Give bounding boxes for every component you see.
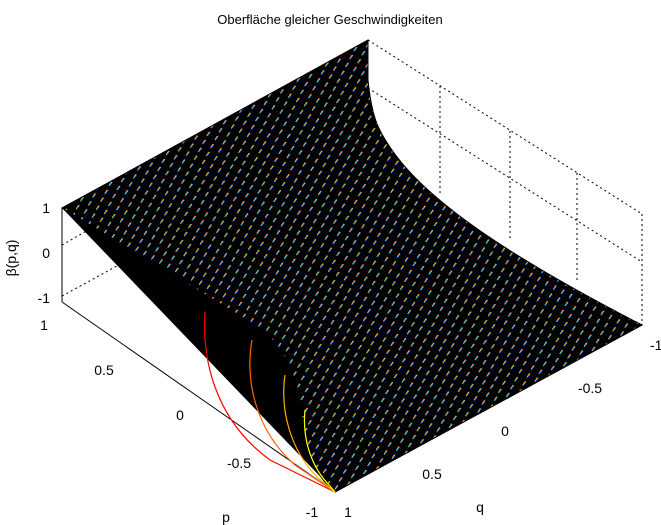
q-tick-label: 0 [501, 423, 509, 439]
back-wall-top-edge [367, 39, 643, 215]
p-tick-label: 1 [40, 317, 48, 333]
grid-h-right-mid [367, 87, 643, 263]
q-ticks: 1 0.5 0 -0.5 -1 [344, 337, 661, 520]
contour-line-1 [204, 311, 336, 493]
q-tick-label: -1 [650, 337, 661, 353]
contour-line-4 [303, 409, 336, 493]
contour-line-2 [249, 339, 336, 493]
z-tick-label: 1 [42, 200, 50, 216]
z-tick-label: -1 [38, 290, 51, 306]
q-tick-label: 1 [344, 504, 352, 520]
q-tick-label: -0.5 [578, 380, 602, 396]
z-axis-label: β(p,q) [3, 240, 19, 277]
surface-curved-front [62, 208, 335, 492]
contour-lines [204, 311, 336, 493]
p-tick-label: -1 [306, 504, 319, 520]
p-tick-label: 0.5 [94, 362, 114, 378]
p-axis-label: p [222, 509, 230, 525]
z-ticks: 1 0 -1 [38, 200, 51, 306]
q-tick-label: 0.5 [422, 466, 442, 482]
p-tick-label: -0.5 [227, 455, 251, 471]
p-ticks: 1 0.5 0 -0.5 -1 [40, 317, 318, 520]
chart-title: Oberfläche gleicher Geschwindigkeiten [217, 12, 442, 27]
contour-line-3 [283, 374, 336, 493]
q-axis-label: q [476, 499, 484, 515]
p-tick-label: 0 [176, 407, 184, 423]
z-tick-label: 0 [42, 245, 50, 261]
